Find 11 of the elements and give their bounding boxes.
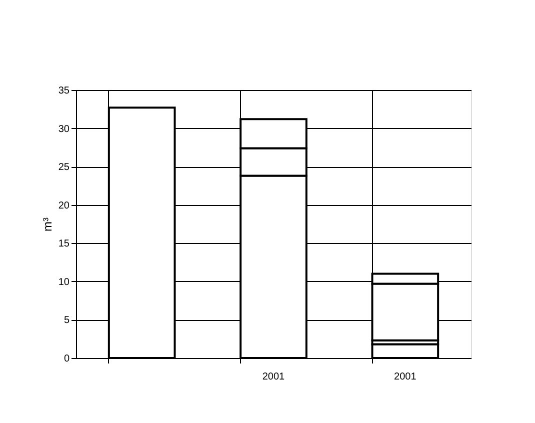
y-tick-label: 30 [58,124,70,135]
y-axis-title: m³ [40,218,54,232]
y-tick-label: 5 [64,315,70,326]
y-tick-label: 15 [58,238,70,250]
y-tick-label: 20 [58,200,70,212]
y-tick-label: 25 [58,162,70,174]
y-tick-label: 10 [58,276,70,288]
y-tick-label: 0 [64,354,70,364]
x-tick-label: 2001 [394,372,417,382]
x-tick-label: 2001 [262,372,286,382]
y-tick-label: 35 [58,86,70,96]
